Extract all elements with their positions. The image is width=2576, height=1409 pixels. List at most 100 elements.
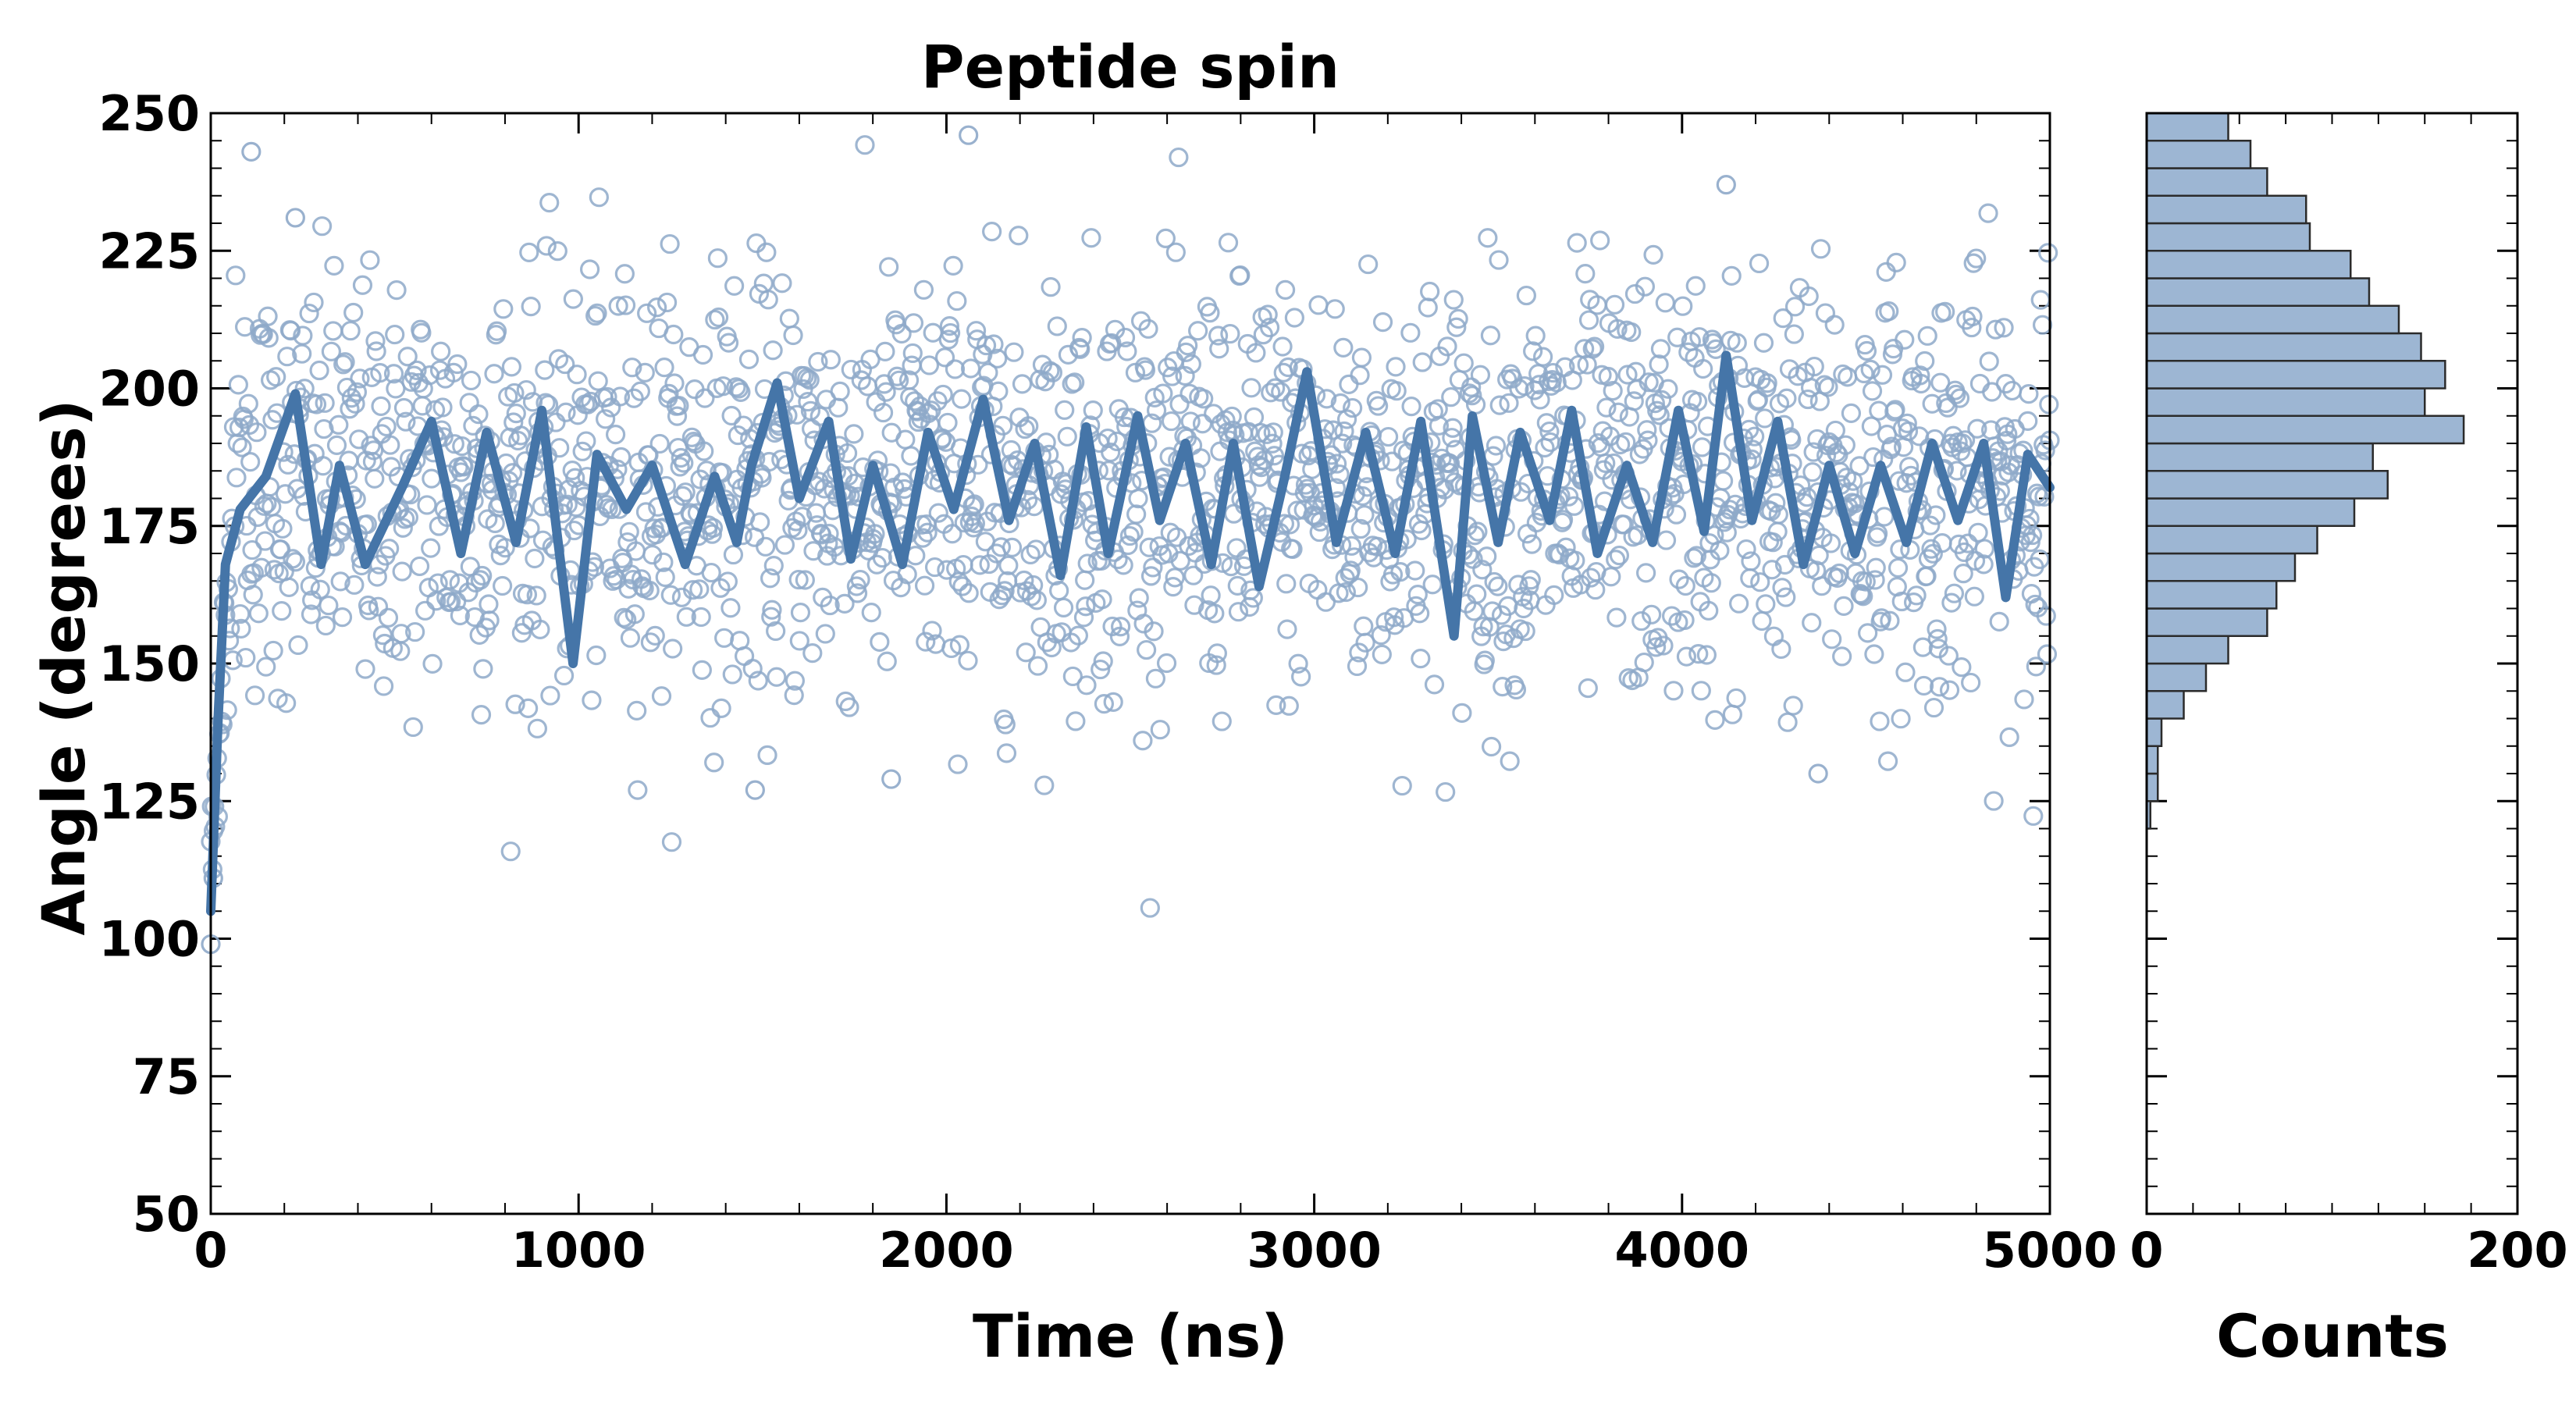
scatter-point [1291, 667, 1311, 687]
scatter-point [834, 593, 855, 614]
scatter-point [439, 570, 461, 590]
scatter-point [1750, 572, 1770, 592]
scatter-point [238, 393, 258, 414]
scatter-point [484, 364, 504, 384]
scatter-point [1693, 358, 1713, 379]
scatter-point [608, 296, 628, 316]
scatter-point [1978, 203, 1998, 223]
histogram-bar [2145, 772, 2159, 802]
scatter-point [1947, 461, 1967, 481]
scatter-point [582, 690, 602, 710]
scatter-point [664, 373, 685, 393]
scatter-point [1741, 551, 1761, 571]
x-tick-label: 0 [194, 1222, 227, 1279]
scatter-point [1169, 147, 1189, 168]
scatter-point [1514, 375, 1535, 397]
scatter-point [1354, 616, 1374, 636]
scatter-point [2018, 411, 2038, 431]
scatter-point [1608, 402, 1628, 422]
scatter-point [272, 518, 293, 539]
scatter-point [1820, 533, 1841, 553]
scatter-point [742, 659, 763, 679]
scatter-point [251, 557, 272, 578]
scatter-point [459, 393, 479, 413]
scatter-point [450, 605, 470, 626]
scatter-point [517, 585, 538, 605]
scatter-point [1762, 560, 1782, 580]
scatter-point [1145, 668, 1166, 688]
scatter-point [347, 382, 367, 402]
scatter-point [530, 619, 550, 639]
scatter-point [2023, 806, 2044, 826]
scatter-point [1649, 354, 1669, 375]
scatter-point [555, 354, 575, 375]
scatter-point [1753, 333, 1774, 353]
scatter-point [540, 685, 560, 706]
scatter-point [1915, 350, 1935, 372]
scatter-point [1871, 608, 1891, 628]
scatter-point [1674, 610, 1695, 631]
scatter-point [1521, 534, 1542, 554]
histogram-x-tick-label: 200 [2467, 1222, 2567, 1279]
scatter-point [964, 494, 984, 514]
scatter-point [556, 402, 576, 422]
scatter-point [588, 371, 608, 391]
scatter-point [310, 579, 330, 600]
main-axis-ticks: 0 1000 2000 3000 4000 5000 50 75 100 125 150 175 200… [99, 85, 2118, 1279]
scatter-point [1347, 656, 1368, 677]
scatter-point [1453, 353, 1474, 373]
scatter-point [635, 362, 655, 382]
scatter-point [1784, 297, 1806, 317]
scatter-point [1297, 479, 1318, 499]
scatter-point [2037, 644, 2058, 664]
histogram-x-tick-label: 0 [2129, 1222, 2163, 1279]
scatter-point [1275, 279, 1296, 300]
scatter-point [924, 557, 945, 578]
scatter-point [1658, 379, 1678, 399]
scatter-point [1860, 359, 1880, 380]
scatter-point [421, 538, 441, 558]
scatter-point [809, 406, 830, 426]
scatter-point [669, 396, 689, 416]
scatter-point [993, 415, 1013, 436]
scatter-point [1163, 577, 1183, 597]
scatter-point [2023, 525, 2043, 546]
scatter-point [370, 363, 390, 383]
scatter-point [605, 425, 626, 445]
scatter-point [1350, 518, 1371, 539]
scatter-point [1726, 688, 1746, 709]
scatter-point [1927, 619, 1947, 639]
scatter-point [1849, 456, 1870, 476]
scatter-point [746, 233, 767, 254]
scatter-point [711, 698, 731, 718]
scatter-point [359, 600, 379, 621]
scatter-point [948, 754, 968, 774]
scatter-point [877, 651, 897, 671]
scatter-point [1175, 365, 1195, 386]
scatter-point [656, 292, 678, 313]
scatter-point [1964, 586, 1984, 607]
scatter-point [1558, 486, 1579, 507]
scatter-point [1880, 610, 1900, 631]
scatter-point [504, 382, 525, 404]
scatter-point [1920, 515, 1941, 535]
scatter-point [1606, 550, 1626, 570]
scatter-point [945, 359, 966, 379]
scatter-point [461, 370, 482, 391]
scatter-point [1797, 487, 1817, 507]
scatter-point [1567, 233, 1587, 253]
scatter-point [988, 381, 1009, 401]
scatter-point [1499, 393, 1519, 413]
scatter-point [676, 607, 696, 627]
scatter-point [576, 431, 596, 451]
histogram-bar [2145, 360, 2446, 390]
scatter-point [1258, 304, 1278, 325]
histogram-bar [2145, 470, 2389, 500]
scatter-point [1596, 453, 1616, 473]
scatter-point [922, 621, 942, 641]
scatter-point [1227, 575, 1247, 596]
scatter-point [1076, 675, 1097, 696]
scatter-point [285, 552, 306, 572]
scatter-point [572, 441, 592, 461]
scatter-point [1473, 617, 1493, 637]
